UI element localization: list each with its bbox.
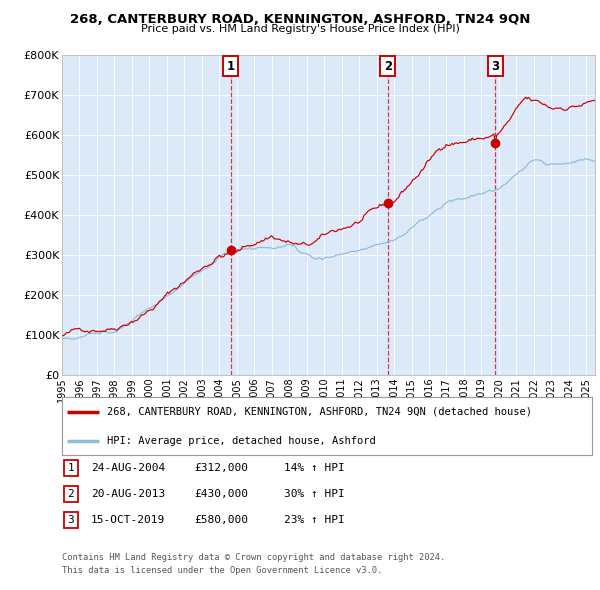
- Text: 268, CANTERBURY ROAD, KENNINGTON, ASHFORD, TN24 9QN (detached house): 268, CANTERBURY ROAD, KENNINGTON, ASHFOR…: [107, 407, 532, 417]
- Text: Contains HM Land Registry data © Crown copyright and database right 2024.: Contains HM Land Registry data © Crown c…: [62, 553, 445, 562]
- Text: 23% ↑ HPI: 23% ↑ HPI: [284, 515, 345, 525]
- Text: 3: 3: [491, 60, 499, 73]
- Text: 30% ↑ HPI: 30% ↑ HPI: [284, 489, 345, 499]
- Text: This data is licensed under the Open Government Licence v3.0.: This data is licensed under the Open Gov…: [62, 566, 382, 575]
- Text: 14% ↑ HPI: 14% ↑ HPI: [284, 463, 345, 473]
- Text: £312,000: £312,000: [194, 463, 248, 473]
- Text: 24-AUG-2004: 24-AUG-2004: [91, 463, 165, 473]
- Text: £580,000: £580,000: [194, 515, 248, 525]
- Text: Price paid vs. HM Land Registry's House Price Index (HPI): Price paid vs. HM Land Registry's House …: [140, 24, 460, 34]
- Text: 20-AUG-2013: 20-AUG-2013: [91, 489, 165, 499]
- Text: 15-OCT-2019: 15-OCT-2019: [91, 515, 165, 525]
- Text: 3: 3: [68, 515, 74, 525]
- Text: 268, CANTERBURY ROAD, KENNINGTON, ASHFORD, TN24 9QN: 268, CANTERBURY ROAD, KENNINGTON, ASHFOR…: [70, 13, 530, 26]
- Text: 1: 1: [227, 60, 235, 73]
- Text: 1: 1: [68, 463, 74, 473]
- Text: 2: 2: [68, 489, 74, 499]
- Text: HPI: Average price, detached house, Ashford: HPI: Average price, detached house, Ashf…: [107, 435, 376, 445]
- Text: £430,000: £430,000: [194, 489, 248, 499]
- Text: 2: 2: [383, 60, 392, 73]
